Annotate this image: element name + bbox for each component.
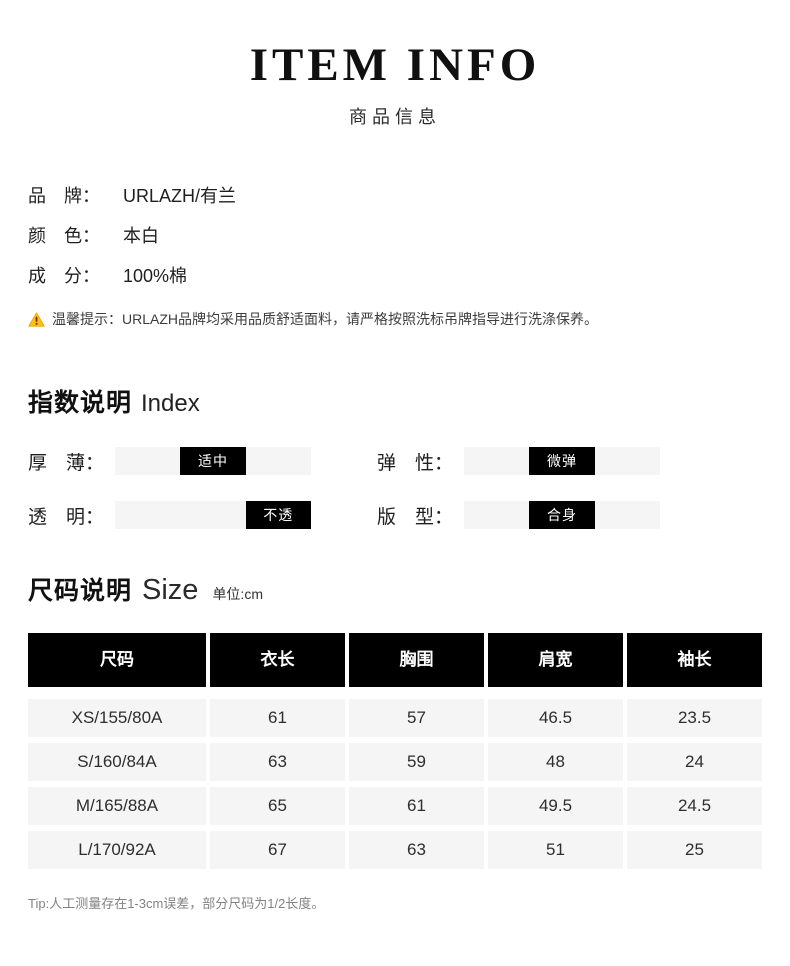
- material-value: 100%棉: [123, 266, 188, 286]
- elasticity-label: 弹 性：: [377, 452, 454, 474]
- cell-size: L/170/92A: [28, 831, 206, 869]
- cell-bust: 61: [349, 787, 484, 825]
- index-bars: 厚 薄： 适中 弹 性： 微弹 透 明： 不透 版 型：: [28, 447, 762, 529]
- size-table-row-l: L/170/92A 67 63 51 25: [28, 831, 762, 869]
- page-title: ITEM INFO: [249, 39, 541, 91]
- cell-shoulder: 49.5: [488, 787, 623, 825]
- cell-sleeve: 24: [627, 743, 762, 781]
- cell-sleeve: 25: [627, 831, 762, 869]
- brand-value: URLAZH/有兰: [123, 186, 237, 206]
- cell-bust: 57: [349, 699, 484, 737]
- fit-scale-track: 合身: [464, 501, 660, 529]
- index-item-elasticity: 弹 性： 微弹: [377, 447, 660, 475]
- size-table-header-row: 尺码 衣长 胸围 肩宽 袖长: [28, 633, 762, 687]
- cell-length: 65: [210, 787, 345, 825]
- care-notice: 温馨提示：URLAZH品牌均采用品质舒适面料，请严格按照洗标吊牌指导进行洗涤保养…: [28, 309, 762, 329]
- size-title-cn: 尺码说明: [28, 577, 133, 605]
- cell-bust: 59: [349, 743, 484, 781]
- warning-triangle-icon: [28, 311, 45, 327]
- info-row-brand: 品 牌： URLAZH/有兰: [28, 175, 762, 215]
- fit-label: 版 型：: [377, 506, 454, 528]
- col-header-size: 尺码: [28, 633, 206, 687]
- size-table-row-m: M/165/88A 65 61 49.5 24.5: [28, 787, 762, 825]
- cell-shoulder: 46.5: [488, 699, 623, 737]
- cell-length: 61: [210, 699, 345, 737]
- cell-sleeve: 24.5: [627, 787, 762, 825]
- index-item-fit: 版 型： 合身: [377, 501, 660, 529]
- elasticity-value-badge: 微弹: [529, 447, 595, 475]
- color-label: 颜 色：: [28, 226, 100, 246]
- cell-bust: 63: [349, 831, 484, 869]
- index-title-en: Index: [141, 390, 200, 417]
- cell-shoulder: 48: [488, 743, 623, 781]
- measurement-tip: Tip:人工测量存在1-3cm误差，部分尺码为1/2长度。: [28, 896, 325, 911]
- fit-value-badge: 合身: [529, 501, 595, 529]
- index-item-transparency: 透 明： 不透: [28, 501, 311, 529]
- cell-length: 63: [210, 743, 345, 781]
- index-title-cn: 指数说明: [28, 389, 133, 417]
- col-header-sleeve: 袖长: [627, 633, 762, 687]
- care-notice-text: 温馨提示：URLAZH品牌均采用品质舒适面料，请严格按照洗标吊牌指导进行洗涤保养…: [52, 311, 599, 327]
- transparency-value-badge: 不透: [245, 501, 311, 529]
- material-label: 成 分：: [28, 266, 100, 286]
- thickness-label: 厚 薄：: [28, 452, 105, 474]
- size-title-en: Size: [142, 574, 199, 606]
- size-table-row-xs: XS/155/80A 61 57 46.5 23.5: [28, 699, 762, 737]
- col-header-length: 衣长: [210, 633, 345, 687]
- cell-size: XS/155/80A: [28, 699, 206, 737]
- col-header-bust: 胸围: [349, 633, 484, 687]
- cell-size: M/165/88A: [28, 787, 206, 825]
- page-subtitle: 商品信息: [349, 107, 441, 127]
- transparency-label: 透 明：: [28, 506, 105, 528]
- index-item-thickness: 厚 薄： 适中: [28, 447, 311, 475]
- size-table: 尺码 衣长 胸围 肩宽 袖长 XS/155/80A 61 57 46.5 23.…: [28, 633, 762, 869]
- brand-label: 品 牌：: [28, 186, 100, 206]
- cell-shoulder: 51: [488, 831, 623, 869]
- size-section: 尺码说明 Size 单位:cm 尺码 衣长 胸围 肩宽 袖长 XS/155/80…: [28, 571, 762, 912]
- product-info-section: 品 牌： URLAZH/有兰 颜 色： 本白 成 分： 100%棉 温馨提示：U…: [28, 175, 762, 329]
- col-header-shoulder: 肩宽: [488, 633, 623, 687]
- cell-size: S/160/84A: [28, 743, 206, 781]
- product-info-page: ITEM INFO 商品信息 品 牌： URLAZH/有兰 颜 色： 本白 成 …: [0, 0, 790, 912]
- index-section-title: 指数说明 Index: [28, 383, 762, 419]
- size-section-title: 尺码说明 Size 单位:cm: [28, 571, 762, 607]
- info-row-color: 颜 色： 本白: [28, 215, 762, 255]
- size-unit-label: 单位:cm: [212, 586, 263, 602]
- thickness-value-badge: 适中: [180, 447, 246, 475]
- thickness-scale-track: 适中: [115, 447, 311, 475]
- size-table-row-s: S/160/84A 63 59 48 24: [28, 743, 762, 781]
- info-row-material: 成 分： 100%棉: [28, 255, 762, 295]
- page-header: ITEM INFO 商品信息: [0, 0, 790, 129]
- elasticity-scale-track: 微弹: [464, 447, 660, 475]
- color-value: 本白: [123, 226, 159, 246]
- index-section: 指数说明 Index 厚 薄： 适中 弹 性： 微弹 透 明： 不透: [28, 383, 762, 529]
- transparency-scale-track: 不透: [115, 501, 311, 529]
- cell-sleeve: 23.5: [627, 699, 762, 737]
- cell-length: 67: [210, 831, 345, 869]
